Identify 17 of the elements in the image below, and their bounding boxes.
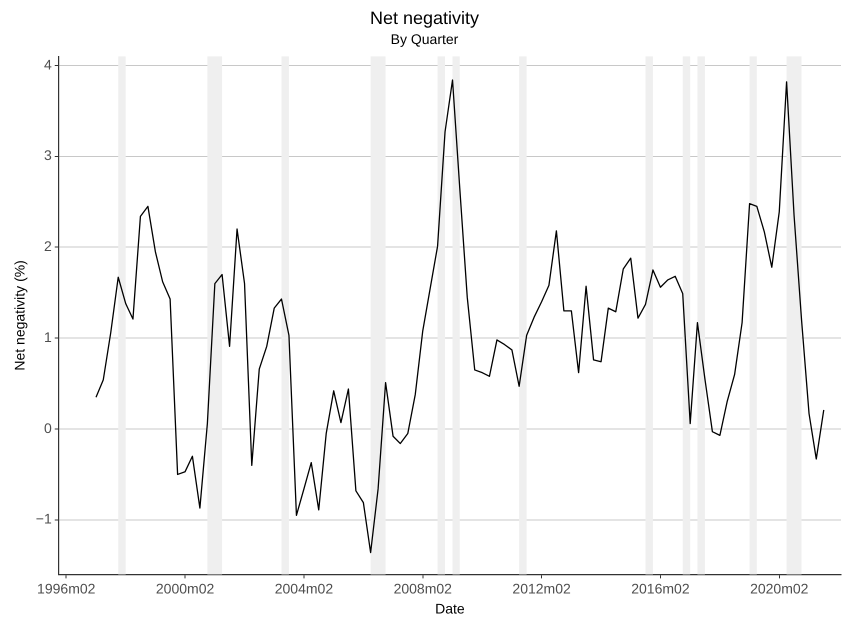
chart-subtitle: By Quarter xyxy=(390,30,459,47)
y-tick-label: −1 xyxy=(36,510,52,527)
y-tick-label: 2 xyxy=(44,238,52,254)
x-tick-label: 1996m02 xyxy=(37,580,96,597)
x-axis-title: Date xyxy=(435,600,465,616)
x-tick-label: 2020m02 xyxy=(750,580,809,597)
y-tick-label: 3 xyxy=(44,147,52,164)
y-tick-label: 1 xyxy=(44,328,52,345)
y-tick-label: 4 xyxy=(44,56,52,72)
x-tick-label: 2008m02 xyxy=(394,580,452,597)
chart-title: Net negativity xyxy=(370,8,480,28)
x-tick-label: 2012m02 xyxy=(512,580,571,597)
x-tick-label: 2016m02 xyxy=(631,580,690,597)
y-tick-label: 0 xyxy=(44,420,52,436)
x-tick-label: 2004m02 xyxy=(274,580,334,597)
y-axis-title: Net negativity (%) xyxy=(11,260,28,371)
x-tick-label: 2000m02 xyxy=(156,580,214,597)
